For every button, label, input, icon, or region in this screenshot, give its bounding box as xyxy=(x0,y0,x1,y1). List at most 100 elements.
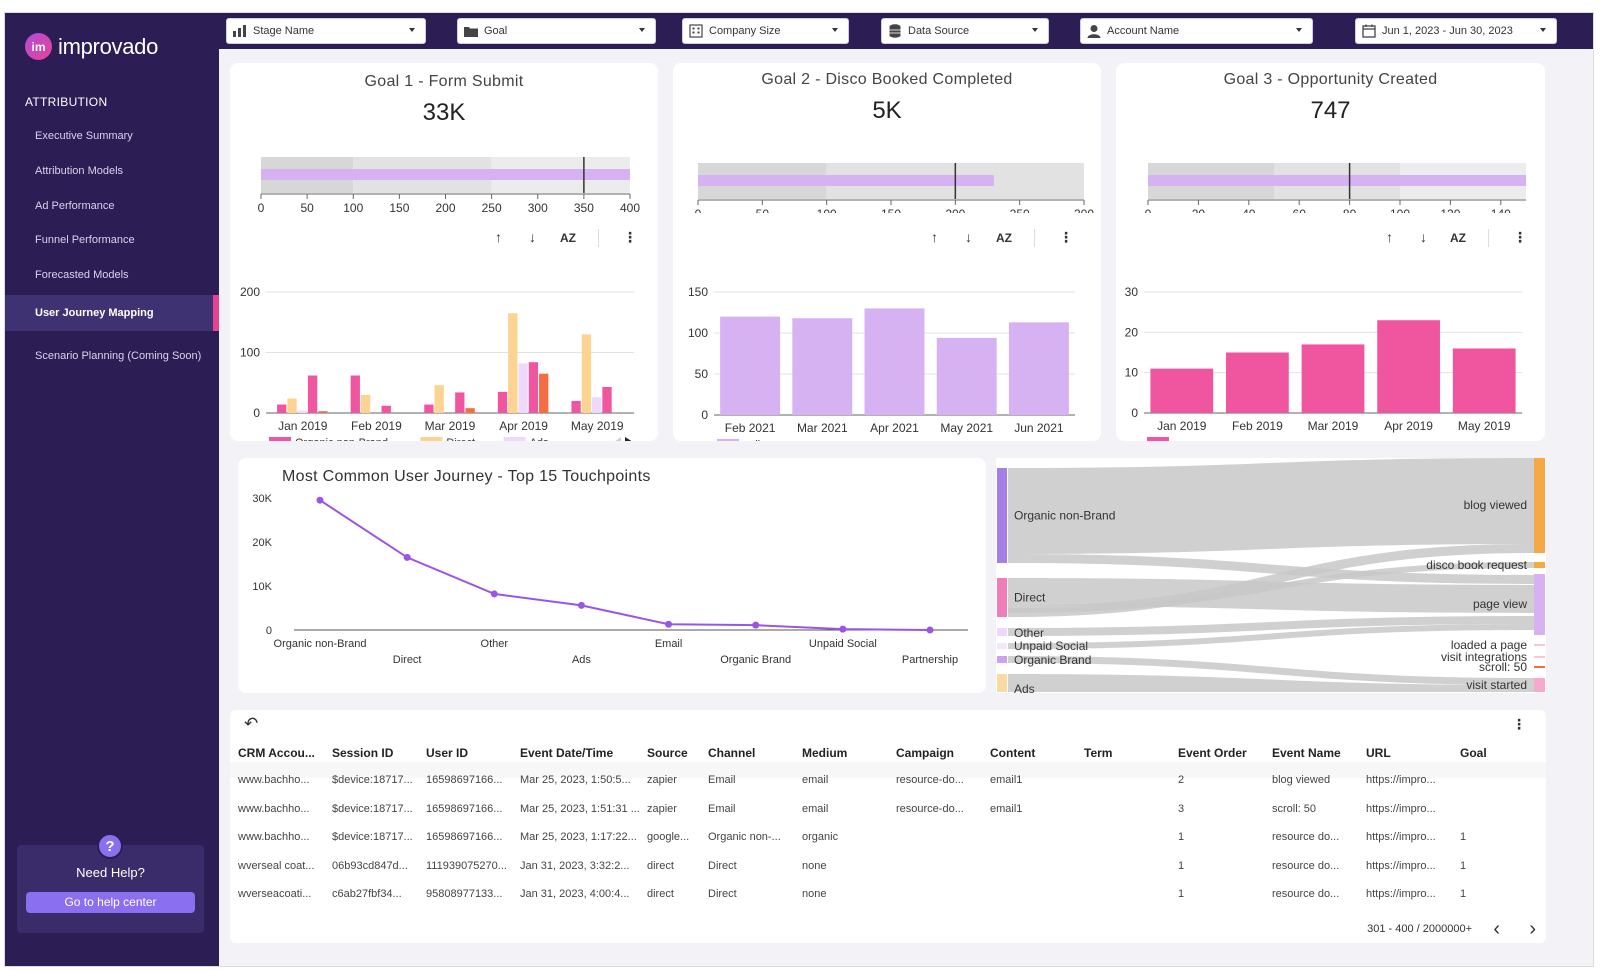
chevron-down-icon xyxy=(1296,28,1302,32)
sort-descending-icon[interactable]: ↓ xyxy=(529,229,536,245)
goal-title: Goal 1 - Form Submit xyxy=(364,73,524,90)
column-header[interactable]: Event Name xyxy=(1272,746,1341,760)
logo[interactable]: im improvado xyxy=(25,33,158,60)
column-header[interactable]: Event Order xyxy=(1178,746,1247,760)
column-header[interactable]: Goal xyxy=(1460,746,1487,760)
table-cell: Direct xyxy=(708,888,737,900)
sankey-source-label: Ads xyxy=(1014,682,1035,693)
bullet-tick-label: 150 xyxy=(881,207,901,213)
table-cell: Email xyxy=(708,774,736,786)
table-cell: resource-do... xyxy=(896,774,964,786)
table-cell: 1 xyxy=(1178,859,1185,872)
table-cell: wverseacoati... xyxy=(238,888,312,900)
more-options-icon[interactable]: ⋮ xyxy=(1059,229,1073,245)
legend-label: Ads xyxy=(530,437,549,441)
undo-icon[interactable]: ↶ xyxy=(244,714,259,733)
bar xyxy=(297,410,307,413)
sidebar-item-scenario-planning[interactable]: Scenario Planning (Coming Soon) xyxy=(35,350,202,362)
sidebar-item-executive-summary[interactable]: Executive Summary xyxy=(35,130,133,142)
column-header[interactable]: Term xyxy=(1084,746,1113,760)
filter-label: Goal xyxy=(484,25,508,37)
bar xyxy=(350,375,360,413)
bullet-tick-label: 40 xyxy=(1242,207,1256,213)
legend-swatch xyxy=(269,437,291,441)
column-header[interactable]: Session ID xyxy=(332,746,394,760)
column-header[interactable]: Campaign xyxy=(896,746,955,760)
y-tick-label: 10K xyxy=(252,581,272,593)
sidebar-item-user-journey-mapping[interactable]: User Journey Mapping xyxy=(5,295,219,331)
bar-chart: 0 10 20 30 Jan 2019 Feb 2019 Mar 2019 Apr 2019 M… xyxy=(1125,285,1522,441)
sort-az-icon[interactable]: AZ xyxy=(1450,231,1466,245)
prev-page-icon[interactable]: ‹ xyxy=(1493,918,1500,940)
column-header[interactable]: Medium xyxy=(802,746,848,760)
filter-account-name[interactable]: Account Name xyxy=(1080,18,1313,44)
sort-descending-icon[interactable]: ↓ xyxy=(1420,229,1427,245)
sort-az-icon[interactable]: AZ xyxy=(996,231,1012,245)
line-point xyxy=(926,626,934,634)
column-header[interactable]: Source xyxy=(647,746,688,760)
user-icon xyxy=(1087,24,1101,38)
bar xyxy=(602,386,612,413)
sidebar-item-forecasted-models[interactable]: Forecasted Models xyxy=(35,269,129,281)
y-tick-label: 0 xyxy=(701,408,708,422)
sankey-link xyxy=(1008,656,1534,685)
table-cell: www.bachho... xyxy=(238,774,310,786)
bullet-chart: 0 50 100 150 200 250 300 xyxy=(695,163,1094,213)
filter-date-range[interactable]: Jun 1, 2023 - Jun 30, 2023 xyxy=(1355,18,1557,44)
bar xyxy=(381,405,391,413)
column-header[interactable]: URL xyxy=(1366,746,1391,760)
legend-next-icon xyxy=(625,437,632,441)
column-header[interactable]: User ID xyxy=(426,746,469,760)
table-row[interactable]: www.bachho... $device:18717... 16598697166… xyxy=(230,831,1546,851)
sankey-target-label: blog viewed xyxy=(1464,498,1527,512)
sort-az-icon[interactable]: AZ xyxy=(560,231,576,245)
goal-title: Goal 2 - Disco Booked Completed xyxy=(761,71,1013,88)
x-tick-label: May 2019 xyxy=(1458,419,1511,433)
filter-stage-name[interactable]: Stage Name xyxy=(226,18,426,44)
sort-ascending-icon[interactable]: ↑ xyxy=(1386,229,1393,245)
sort-ascending-icon[interactable]: ↑ xyxy=(931,229,938,245)
table-cell: 1 xyxy=(1460,859,1467,872)
goal-card-1: Goal 1 - Form Submit 33K 0 50 100 150 200 250… xyxy=(230,63,658,441)
help-center-button[interactable]: Go to help center xyxy=(26,892,195,913)
more-options-icon[interactable]: ⋮ xyxy=(623,229,637,245)
column-header[interactable]: Channel xyxy=(708,746,756,760)
sankey-target-node xyxy=(1534,678,1545,692)
line-series xyxy=(319,499,931,631)
table-row[interactable]: wverseacoati... c6ab27fbf34... 95808977133… xyxy=(230,888,1546,908)
next-page-icon[interactable]: › xyxy=(1529,918,1536,940)
pagination-text: 301 - 400 / 2000000+ xyxy=(1367,923,1472,935)
column-header[interactable]: Event Date/Time xyxy=(520,746,614,760)
column-header[interactable]: Content xyxy=(990,746,1036,760)
chevron-down-icon xyxy=(1540,28,1546,32)
bar xyxy=(792,318,853,415)
table-cell: email xyxy=(802,774,829,786)
x-tick-label: May 2019 xyxy=(571,419,624,433)
more-options-icon[interactable]: ⋮ xyxy=(1512,716,1526,732)
column-header[interactable]: CRM Accou... xyxy=(238,746,315,760)
filter-goal[interactable]: Goal xyxy=(457,18,656,44)
y-tick-label: 10 xyxy=(1125,366,1139,380)
sankey-target-label: visit started xyxy=(1466,678,1527,692)
sidebar-item-funnel-performance[interactable]: Funnel Performance xyxy=(35,234,135,246)
table-cell: $device:18717... xyxy=(332,774,413,786)
table-row[interactable]: wverseal coat... 06b93cd847d... 1119390752… xyxy=(230,860,1546,880)
filter-company-size[interactable]: Company Size xyxy=(682,18,849,44)
sankey-target-label: disco book request xyxy=(1426,558,1527,572)
sort-ascending-icon[interactable]: ↑ xyxy=(495,229,502,245)
table-row[interactable]: www.bachho... $device:18717... 16598697166… xyxy=(230,774,1546,794)
sidebar-item-attribution-models[interactable]: Attribution Models xyxy=(35,165,124,177)
sidebar-item-ad-performance[interactable]: Ad Performance xyxy=(35,200,115,212)
bullet-tick-label: 100 xyxy=(1390,207,1410,213)
table-row[interactable]: www.bachho... $device:18717... 16598697166… xyxy=(230,803,1546,823)
x-tick-label: Organic Brand xyxy=(720,654,791,666)
x-tick-label: Apr 2019 xyxy=(499,419,548,433)
table-cell: blog viewed xyxy=(1272,774,1331,786)
more-options-icon[interactable]: ⋮ xyxy=(1513,229,1527,245)
sankey-card: Organic non-Brand Direct Other Unpaid Socia… xyxy=(996,458,1546,696)
filter-data-source[interactable]: Data Source xyxy=(881,18,1049,44)
bullet-bar xyxy=(698,175,994,186)
sort-descending-icon[interactable]: ↓ xyxy=(965,229,972,245)
y-tick-label: 30 xyxy=(1125,285,1139,299)
